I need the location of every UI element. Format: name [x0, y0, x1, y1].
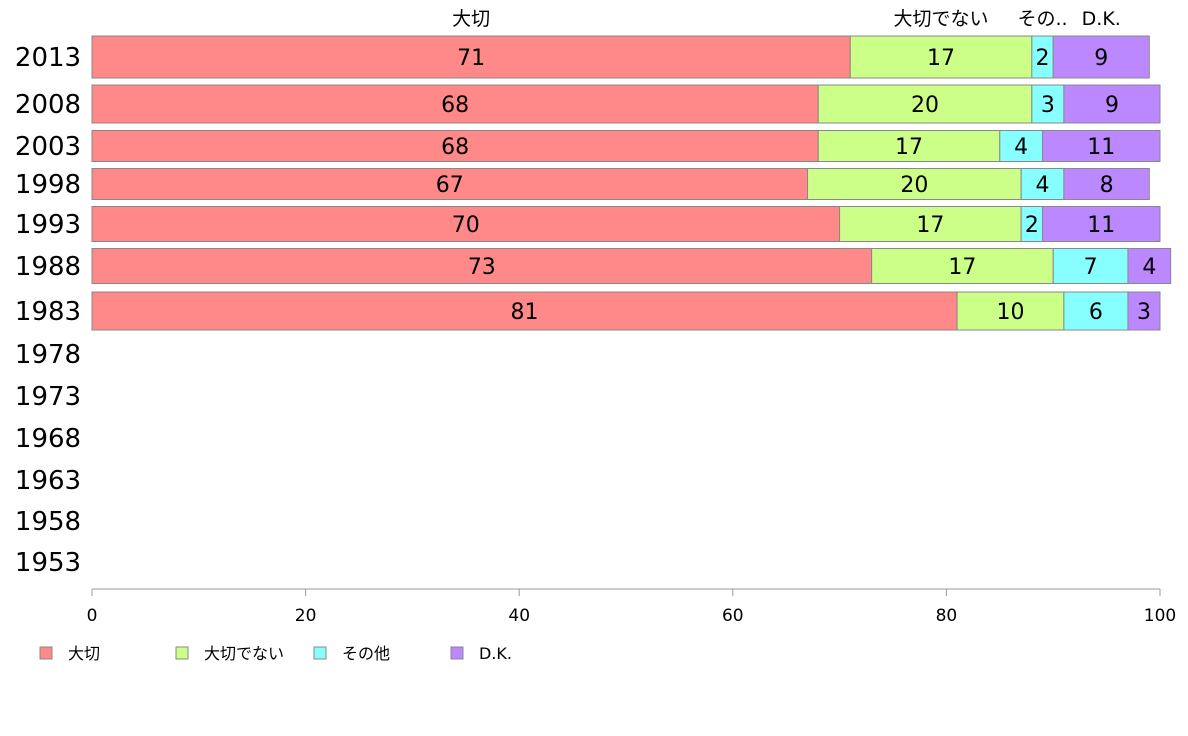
year-label: 2008 [15, 90, 81, 120]
data-label: 4 [1014, 135, 1028, 160]
year-label: 1968 [15, 424, 81, 454]
x-tick-label: 20 [295, 606, 317, 626]
bar-segment-series-0 [91, 130, 819, 162]
bar-segment-series-2 [1020, 168, 1065, 200]
data-label: 10 [996, 300, 1024, 325]
data-label: 68 [441, 93, 469, 118]
data-label: 9 [1105, 93, 1119, 118]
year-label: 1973 [15, 382, 81, 412]
legend-label-series-3: D.K. [479, 644, 512, 663]
data-label: 20 [900, 173, 928, 198]
bar-segment-series-2 [1052, 248, 1129, 284]
bar-segment-series-2 [999, 130, 1044, 162]
data-label: 67 [436, 173, 464, 198]
bars: 71 17 2 9 68 20 3 9 68 17 4 11 67 20 4 8 70 17 2 11 73 17 7 4 81… [91, 35, 1172, 331]
data-label: 17 [916, 213, 944, 238]
bar-segment-series-3 [1063, 168, 1150, 200]
year-label: 1988 [15, 252, 81, 282]
data-label: 6 [1089, 300, 1103, 325]
x-tick-label: 0 [87, 606, 98, 626]
x-tick-label: 40 [508, 606, 530, 626]
year-label: 2003 [15, 132, 81, 162]
legend-swatch-series-1 [175, 646, 189, 660]
bar-segment-series-0 [91, 206, 841, 242]
bar-segment-series-0 [91, 84, 819, 124]
x-tick-label: 60 [722, 606, 744, 626]
legend-label-series-2: その他 [342, 644, 390, 663]
bar-segment-series-1 [807, 168, 1022, 200]
data-label: 11 [1087, 135, 1115, 160]
year-label: 1998 [15, 170, 81, 200]
bar-segment-series-3 [1127, 291, 1161, 331]
top-label-series-3: D.K. [1082, 8, 1121, 30]
legend-swatch-series-0 [39, 646, 53, 660]
bar-segment-series-1 [839, 206, 1022, 242]
bar-segment-series-3 [1127, 248, 1172, 284]
legend-label-series-0: 大切 [68, 644, 100, 663]
data-label: 17 [895, 135, 923, 160]
data-label: 4 [1036, 173, 1050, 198]
year-label: 1963 [15, 466, 81, 496]
x-axis: 0 20 40 60 80 100 [87, 588, 1176, 626]
year-label: 1993 [15, 210, 81, 240]
bar-segment-series-0 [91, 168, 809, 200]
data-label: 7 [1084, 255, 1098, 280]
legend-label-series-1: 大切でない [204, 644, 284, 663]
year-labels: 2013 2008 2003 1998 1993 1988 1983 1978 1973 1968… [15, 43, 81, 578]
top-label-series-2: その.. [1017, 8, 1067, 30]
data-label: 81 [511, 300, 539, 325]
data-label: 70 [452, 213, 480, 238]
bar-segment-series-3 [1063, 84, 1161, 124]
data-label: 11 [1087, 213, 1115, 238]
legend: 大切 大切でない その他 D.K. [39, 644, 512, 663]
data-label: 9 [1094, 46, 1108, 71]
data-label: 3 [1137, 300, 1151, 325]
top-series-labels: 大切 大切でない その.. D.K. [452, 8, 1121, 30]
year-label: 1983 [15, 297, 81, 327]
data-label: 2 [1025, 213, 1039, 238]
x-tick-label: 100 [1144, 606, 1176, 626]
bar-segment-series-1 [849, 35, 1033, 79]
year-label: 1958 [15, 507, 81, 537]
bar-segment-series-2 [1031, 84, 1065, 124]
year-label: 1978 [15, 340, 81, 370]
bar-segment-series-3 [1042, 206, 1161, 242]
bar-segment-series-1 [817, 84, 1033, 124]
data-label: 2 [1036, 46, 1050, 71]
year-label: 2013 [15, 43, 81, 73]
bar-segment-series-3 [1042, 130, 1161, 162]
legend-swatch-series-2 [313, 646, 327, 660]
data-label: 71 [457, 46, 485, 71]
data-label: 3 [1041, 93, 1055, 118]
data-label: 20 [911, 93, 939, 118]
data-label: 8 [1100, 173, 1114, 198]
top-label-series-0: 大切 [452, 8, 490, 30]
data-label: 4 [1142, 255, 1156, 280]
bar-segment-series-3 [1052, 35, 1150, 79]
data-label: 68 [441, 135, 469, 160]
bar-segment-series-1 [956, 291, 1065, 331]
data-label: 17 [948, 255, 976, 280]
bar-segment-series-0 [91, 291, 958, 331]
bar-segment-series-0 [91, 35, 851, 79]
data-label: 17 [927, 46, 955, 71]
x-tick-label: 80 [936, 606, 958, 626]
data-label: 73 [468, 255, 496, 280]
bar-segment-series-1 [817, 130, 1001, 162]
year-label: 1953 [15, 548, 81, 578]
legend-swatch-series-3 [450, 646, 464, 660]
top-label-series-1: 大切でない [894, 8, 989, 30]
